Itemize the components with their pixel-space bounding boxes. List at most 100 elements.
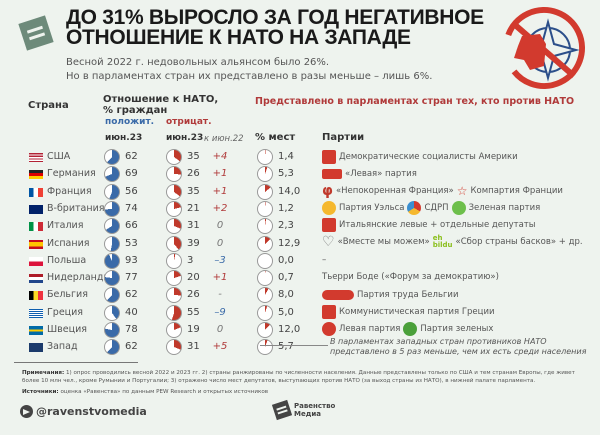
negative-pie-icon xyxy=(166,183,182,200)
table-row: Запад 62 31 +5 5,7 xyxy=(0,338,300,357)
seats-value: 2,3 xyxy=(278,220,294,232)
positive-value: 66 xyxy=(125,220,138,232)
change-value: –9 xyxy=(214,306,226,318)
seats-value: 12,9 xyxy=(278,237,301,249)
positive-value: 56 xyxy=(125,185,138,197)
seats-value: 14,0 xyxy=(278,185,301,197)
table-row: Бельгия 62 26 - 8,0 xyxy=(0,286,300,305)
seats-pie-icon xyxy=(257,235,273,252)
seats-value: 0,0 xyxy=(278,254,294,266)
seats-value: 1,4 xyxy=(278,151,294,162)
anti-nato-emblem-icon xyxy=(503,7,585,89)
header-represented: Представлено в парламентах стран тех, кт… xyxy=(255,96,575,107)
positive-value: 74 xyxy=(125,202,138,214)
flag-icon xyxy=(29,291,43,301)
positive-pie-icon xyxy=(104,200,120,217)
dsa-logo-icon xyxy=(322,150,336,164)
party-label: Тьерри Боде («Форум за демократию») xyxy=(322,272,499,282)
party-label: Левая партия xyxy=(339,324,401,334)
callout-connector xyxy=(260,345,328,346)
positive-value: 62 xyxy=(125,151,138,162)
party-label: – xyxy=(322,255,327,265)
sources: Источники: оценка «Равенства» по данным … xyxy=(22,389,268,395)
header-neg-date: июн.23 xyxy=(166,133,204,143)
flag-icon xyxy=(29,308,43,318)
sources-label: Источники: xyxy=(22,389,59,395)
negative-value: 35 xyxy=(187,151,200,162)
podemos-heart-icon: ♡ xyxy=(322,234,335,250)
party-label: Партия зеленых xyxy=(420,324,494,334)
flag-icon xyxy=(29,187,43,197)
party-label: Партия труда Бельгии xyxy=(357,290,459,300)
table-row: Италия 66 31 0 2,3 xyxy=(0,217,300,236)
negative-value: 3 xyxy=(187,254,194,266)
country-name: Германия xyxy=(47,168,96,180)
callout-line2: представлено в 5 раз меньше, чем их есть… xyxy=(330,347,587,356)
negative-value: 26 xyxy=(187,289,200,301)
positive-value: 77 xyxy=(125,272,138,284)
sources-text: оценка «Равенства» по данным PEW Researc… xyxy=(58,389,269,395)
change-value: 0 xyxy=(216,220,224,232)
change-value: –3 xyxy=(214,254,226,266)
change-value: +5 xyxy=(212,341,228,353)
negative-value: 35 xyxy=(187,185,200,197)
notes-text: 1) опрос проводились весной 2022 и 2023 … xyxy=(22,370,575,384)
brand-text: Равенство Медиа xyxy=(294,402,335,418)
negative-value: 19 xyxy=(187,324,200,335)
positive-value: 78 xyxy=(125,324,138,335)
seats-value: 5,0 xyxy=(278,306,294,318)
country-name: Италия xyxy=(47,220,84,232)
change-value: +1 xyxy=(212,185,228,197)
flag-icon xyxy=(29,256,43,266)
negative-pie-icon xyxy=(166,339,182,356)
telegram-link[interactable]: @ravenstvomedia xyxy=(20,405,147,418)
green-party-icon xyxy=(451,201,466,215)
eh-bildu-logo-icon: eh bildu xyxy=(432,234,453,249)
country-name: Бельгия xyxy=(47,289,88,301)
change-value: +4 xyxy=(212,151,228,162)
flag-icon xyxy=(29,153,43,162)
flag-icon xyxy=(29,170,43,180)
table-row: Испания 53 39 0 12,9 xyxy=(0,235,300,254)
seats-pie-icon xyxy=(257,183,273,200)
telegram-icon xyxy=(20,405,33,418)
change-value: 0 xyxy=(216,237,224,249)
country-name: Франция xyxy=(47,185,92,197)
negative-pie-icon xyxy=(166,218,182,235)
party-netherlands: Тьерри Боде («Форум за демократию») xyxy=(322,269,499,285)
seats-pie-icon xyxy=(257,149,273,165)
negative-pie-icon xyxy=(166,166,182,183)
seats-pie-icon xyxy=(257,339,273,356)
negative-value: 39 xyxy=(187,237,200,249)
party-label: Компартия Франции xyxy=(470,186,563,196)
header-country: Страна xyxy=(28,100,69,111)
seats-pie-icon xyxy=(257,322,273,338)
party-label: Итальянские левые + отдельные депутаты xyxy=(339,220,536,230)
ravenstvo-media-logo-icon xyxy=(271,399,293,421)
positive-value: 62 xyxy=(125,341,138,353)
sdlp-logo-icon xyxy=(407,201,422,215)
change-value: 0 xyxy=(216,324,224,335)
table-row: Франция 56 35 +1 14,0 xyxy=(0,183,300,202)
positive-pie-icon xyxy=(104,304,120,321)
positive-pie-icon xyxy=(104,218,120,235)
flag-icon xyxy=(29,274,43,284)
title-line-1: ДО 31% ВЫРОСЛО ЗА ГОД НЕГАТИВНОЕ xyxy=(66,6,484,29)
positive-value: 93 xyxy=(125,254,138,266)
positive-pie-icon xyxy=(104,149,120,165)
seats-value: 12,0 xyxy=(278,324,301,335)
flag-icon xyxy=(29,204,43,214)
header-change: к июн.22 xyxy=(204,134,244,144)
flag-icon xyxy=(29,343,43,353)
die-linke-logo-icon xyxy=(322,169,342,179)
positive-pie-icon xyxy=(104,166,120,183)
flag-icon xyxy=(29,326,43,335)
seats-pie-icon xyxy=(257,304,273,321)
pcf-star-icon: ☆ xyxy=(456,184,468,198)
kke-logo-icon xyxy=(322,305,336,319)
party-belgium: Партия труда Бельгии xyxy=(322,287,458,303)
party-label: «Непокоренная Франция» xyxy=(335,186,454,196)
party-label: Коммунистическая партия Греции xyxy=(339,307,495,317)
table-row: В-британия 74 21 +2 1,2 xyxy=(0,200,300,219)
party-uk: Партия Уэльса СДРП Зеленая партия xyxy=(322,200,540,216)
